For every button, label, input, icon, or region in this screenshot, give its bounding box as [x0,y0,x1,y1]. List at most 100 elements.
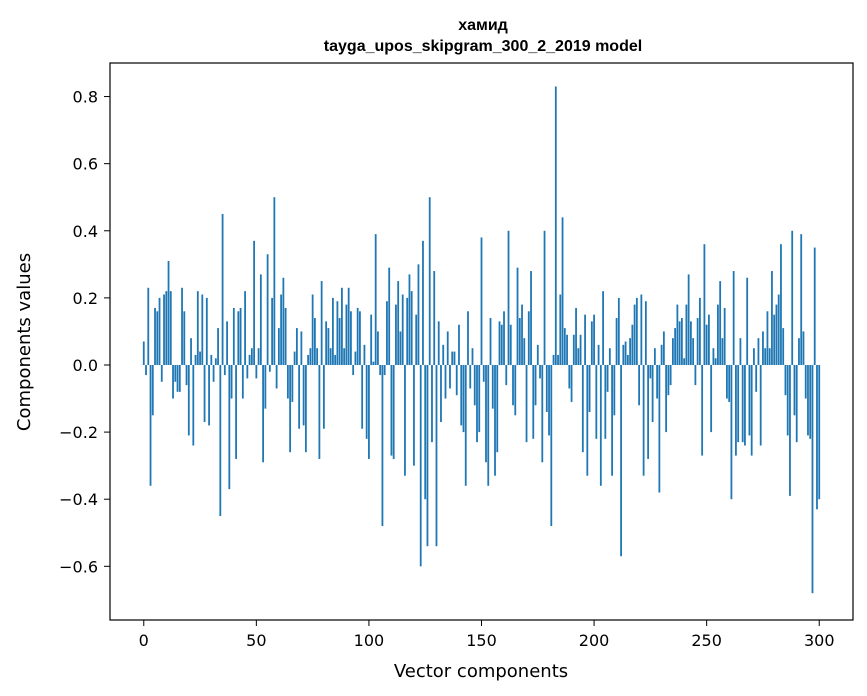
bar-component-9 [163,294,165,365]
bar-component-189 [568,364,571,389]
bar-component-195 [581,364,584,453]
bar-component-126 [426,364,429,547]
y-tick-label: 0.0 [73,356,98,375]
bar-component-4 [151,364,154,416]
y-tick-label: −0.6 [59,557,98,576]
bar-component-133 [442,344,445,365]
bar-component-300 [818,364,821,500]
y-axis-ticks: −0.6 −0.4 −0.2 0.0 0.2 0.4 0.6 0.8 [59,88,110,576]
bar-component-48 [250,348,253,365]
bar-component-70 [300,331,303,365]
bar-component-20 [187,364,190,436]
bar-component-205 [604,364,607,439]
bar-component-170 [525,364,528,443]
bar-component-38 [228,364,231,490]
bar-component-256 [719,281,722,365]
bar-component-209 [613,364,616,416]
bar-component-65 [289,364,292,453]
bar-component-101 [370,314,373,365]
bar-component-229 [658,364,661,493]
bar-component-149 [478,364,481,433]
bar-component-17 [181,287,183,365]
bar-component-128 [431,364,433,443]
bar-component-295 [807,364,809,436]
bar-component-216 [629,338,631,365]
bar-component-10 [165,291,168,365]
bar-component-150 [480,237,483,365]
bar-component-92 [350,311,352,365]
bar-component-254 [714,358,717,365]
bar-component-18 [183,311,186,365]
bar-component-207 [608,348,611,365]
bar-component-273 [757,338,760,365]
bar-component-41 [235,364,237,459]
bar-component-49 [253,240,255,365]
bar-component-158 [498,321,501,365]
bar-component-45 [244,291,246,365]
bar-component-163 [509,324,512,365]
bar-component-139 [455,364,458,396]
bar-component-180 [548,364,550,436]
bar-component-289 [793,364,796,416]
bar-component-117 [406,297,409,365]
bar-component-3 [149,364,152,486]
bar-component-104 [377,331,379,365]
bar-component-265 [739,338,742,365]
bar-component-57 [271,297,274,365]
bar-component-218 [633,304,636,365]
bar-component-190 [570,364,573,402]
bar-component-173 [532,364,535,439]
bar-component-276 [764,348,767,365]
bar-component-72 [304,364,307,453]
bar-component-145 [469,364,472,389]
bar-component-83 [329,348,332,365]
bar-component-176 [539,364,541,379]
bar-component-217 [631,324,634,365]
bar-component-248 [701,364,704,456]
bar-component-236 [674,328,677,365]
bar-component-271 [753,348,755,365]
bar-component-98 [363,344,366,365]
bar-component-202 [597,344,600,365]
bar-component-93 [352,364,355,376]
bar-component-162 [507,230,510,365]
bar-component-77 [316,348,319,365]
bar-component-267 [744,364,746,446]
bar-component-174 [534,364,537,406]
bar-component-151 [482,364,485,382]
bar-component-112 [395,304,397,365]
bar-component-102 [372,361,375,365]
bar-component-79 [320,281,323,365]
bar-component-293 [802,331,805,365]
bar-component-120 [413,364,415,466]
bar-component-261 [730,364,733,500]
bar-component-33 [217,328,219,365]
bar-component-13 [172,364,174,399]
bar-component-64 [286,364,289,399]
bar-component-115 [401,294,404,365]
chart-subtitle: tayga_upos_skipgram_300_2_2019 model [324,38,642,55]
bar-component-291 [798,338,800,365]
bar-component-95 [356,307,359,365]
bar-component-268 [746,277,749,365]
bar-component-2 [147,287,150,365]
bar-component-172 [530,271,532,365]
bar-component-103 [374,234,377,365]
bar-component-27 [203,364,206,423]
bar-component-299 [816,364,818,510]
bar-component-224 [647,364,650,459]
bar-component-252 [710,364,713,433]
bar-component-138 [453,351,456,365]
bar-component-214 [624,341,627,365]
bar-component-288 [791,230,794,365]
bar-component-88 [341,287,343,365]
bar-component-110 [390,364,393,456]
bar-component-277 [766,311,769,365]
bar-component-201 [595,364,598,439]
bar-component-144 [467,311,469,365]
bar-component-226 [651,364,654,423]
bar-component-135 [446,331,449,365]
bar-component-152 [485,364,487,463]
bar-component-60 [277,328,280,365]
bar-component-169 [523,338,526,365]
